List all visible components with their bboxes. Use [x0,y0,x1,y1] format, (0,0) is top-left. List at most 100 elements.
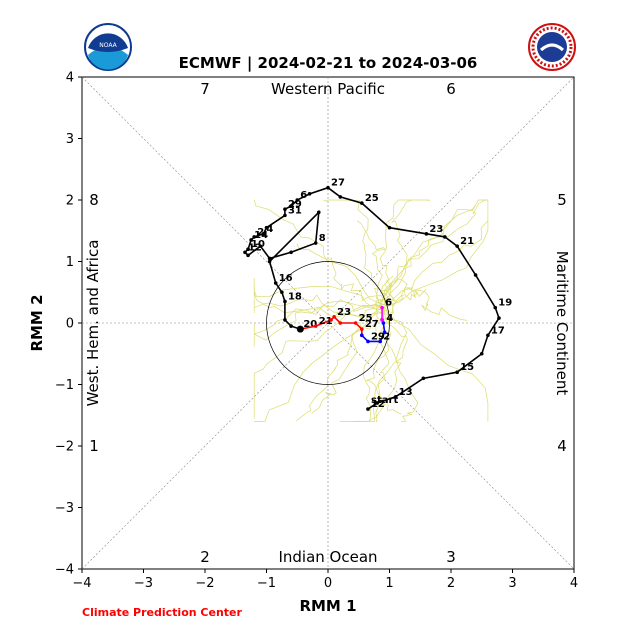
point-date-label: 25 [365,193,379,204]
ensemble-member-line [253,299,380,341]
series-point [246,247,250,251]
point-date-label: 4 [266,224,273,235]
y-tick-label: 0 [66,317,74,332]
series-point [455,370,459,375]
ensemble-member-line [385,199,430,307]
y-axis-label: RMM 2 [28,294,46,351]
series-point [273,281,278,285]
y-tick-label: 1 [66,255,74,270]
ensemble-member-line [253,305,381,419]
x-tick-label: 0 [324,576,332,591]
series-point [378,339,383,344]
point-date-label: 8 [319,233,326,244]
y-tick-label: 3 [66,132,74,147]
point-date-label: 6 [300,190,307,201]
point-date-label: 21 [460,236,474,247]
series-point [424,232,429,236]
region-bottom: Indian Ocean [278,548,377,566]
ensemble-member-line [386,305,408,415]
point-date-label: 12 [371,399,385,410]
ensemble-member-line [323,199,386,306]
ensemble-member-line [295,302,377,422]
ensemble-member-line [386,200,489,308]
series-point [497,316,501,320]
series-point [280,290,284,295]
phase-number-5: 5 [557,191,567,209]
nws-logo [528,23,576,71]
series-point [375,401,380,405]
start-label: start [371,395,398,406]
point-date-label: 6 [385,298,392,309]
region-left: West. Hem. and Africa [84,240,102,407]
point-date-label: 29 [288,199,302,210]
point-date-label: 16 [279,273,293,284]
y-tick-label: −1 [55,378,74,393]
point-date-label: 2 [257,227,264,238]
point-date-label: 23 [337,307,351,318]
series-point [252,235,256,239]
series-point [313,324,318,328]
series-point [243,250,247,255]
series-point [329,318,333,322]
series-point [338,321,343,325]
series-point [283,213,287,218]
ensemble-member-line [311,310,385,414]
series-point [264,225,269,230]
x-tick-label: 3 [508,576,516,591]
series-point [380,305,384,310]
series-point [421,376,426,381]
series-point [393,395,398,399]
series-point [249,238,253,242]
ensemble-member-line [253,278,378,318]
x-tick-label: −4 [72,576,91,591]
series-point [258,244,263,248]
y-tick-label: 2 [66,194,74,209]
point-date-label: 27 [331,178,345,189]
series-point [360,201,364,205]
series-point [486,333,490,338]
series-point [360,333,364,338]
region-right: Maritime Continent [553,251,571,396]
ensemble-member-line [371,199,413,313]
y-tick-label: −2 [55,440,74,455]
phase-number-8: 8 [89,191,99,209]
series-point [289,324,293,328]
series-point [267,256,272,261]
point-date-label: 21 [319,316,333,327]
series-point [338,195,343,199]
series-point [493,305,498,310]
point-date-label: 13 [399,387,413,398]
ensemble-member-line [376,199,488,312]
series-point [313,241,318,245]
ensemble-member-line [296,243,389,306]
point-date-label: 27 [365,319,379,330]
point-date-label: 14 [254,230,268,241]
phase-number-2: 2 [200,548,210,566]
credit-text: Climate Prediction Center [82,606,242,619]
series-point [316,210,321,215]
y-tick-label: −4 [55,563,74,578]
ensemble-member-line [253,300,383,347]
series-point [307,192,312,196]
ensemble-member-line [253,294,380,321]
point-date-label: 25 [359,313,373,324]
series-point [289,204,293,208]
series-point [289,250,293,255]
ensemble-member-line [253,199,384,306]
x-tick-label: −3 [134,576,153,591]
x-tick-label: 1 [385,576,393,591]
point-date-label: 31 [288,205,302,216]
x-tick-label: −1 [257,576,276,591]
ensemble-member-line [351,304,397,422]
ensemble-members [253,199,489,422]
ensemble-member-line [254,310,385,422]
x-axis-ticks: −4 −3 −2 −1 0 1 2 3 4 [72,569,578,591]
series-point [261,232,266,236]
phase-number-7: 7 [200,80,210,98]
series-point [267,259,272,264]
series-point [455,244,459,248]
phase-number-6: 6 [446,80,456,98]
series-point [381,321,386,325]
series-point [353,321,358,325]
